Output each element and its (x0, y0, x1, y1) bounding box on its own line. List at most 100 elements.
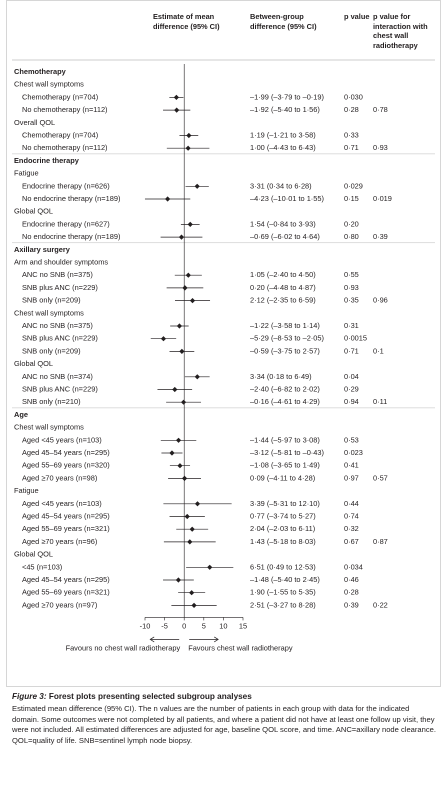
estimate-marker (194, 501, 201, 507)
p-value: 0·28 (344, 105, 359, 114)
row-label: No chemotherapy (n=112) (22, 143, 108, 152)
estimate-marker (174, 107, 180, 113)
row-label: Aged 45–54 years (n=295) (22, 575, 110, 584)
p-value: 0·67 (344, 537, 359, 546)
row-label: SNB only (n=209) (22, 346, 81, 355)
row-label: Aged <45 years (n=103) (22, 435, 102, 444)
estimate-marker (189, 298, 196, 304)
difference: –0·16 (–4·61 to 4·29) (250, 397, 320, 406)
estimate-marker (194, 183, 200, 189)
row-label: No endocrine therapy (n=189) (22, 194, 120, 203)
row-label: SNB only (n=209) (22, 296, 81, 305)
section-title: Chemotherapy (14, 67, 67, 76)
row-label: ANC no SNB (n=375) (22, 321, 93, 330)
row-label: SNB only (n=210) (22, 397, 81, 406)
difference: –4·23 (–10·01 to 1·55) (250, 194, 324, 203)
row-label: Aged 45–54 years (n=295) (22, 511, 110, 520)
p-interaction: 0·39 (373, 232, 388, 241)
x-tick-label: 5 (202, 621, 206, 630)
row-label: Aged ≥70 years (n=97) (22, 600, 97, 609)
estimate-marker (182, 285, 188, 291)
p-interaction: 0·019 (373, 194, 392, 203)
p-value: 0·32 (344, 524, 359, 533)
estimate-marker (191, 602, 197, 608)
section-title: Axillary surgery (14, 245, 71, 254)
p-interaction: 0·57 (373, 473, 388, 482)
estimate-marker (179, 348, 185, 354)
p-value: 0·74 (344, 511, 359, 520)
difference: 0·20 (–4·48 to 4·87) (250, 283, 316, 292)
p-value: 0·80 (344, 232, 359, 241)
p-value: 0·29 (344, 384, 359, 393)
row-label: SNB plus ANC (n=229) (22, 334, 98, 343)
difference: 3·39 (–5·31 to 12·10) (250, 499, 320, 508)
column-header: p value (344, 12, 370, 21)
estimate-marker (165, 196, 171, 202)
difference: 6·51 (0·49 to 12·53) (250, 562, 316, 571)
p-value: 0·0015 (344, 334, 367, 343)
estimate-marker (194, 374, 200, 380)
x-tick-label: 0 (182, 621, 186, 630)
section-title: Endocrine therapy (14, 156, 80, 165)
column-header: Estimate of mean difference (95% CI) (153, 12, 220, 31)
difference: –1·22 (–3·58 to 1·14) (250, 321, 320, 330)
group-title: Fatigue (14, 169, 39, 178)
difference: 3·31 (0·34 to 6·28) (250, 181, 312, 190)
row-label: Chemotherapy (n=704) (22, 130, 98, 139)
estimate-marker (187, 221, 193, 227)
p-value: 0·034 (344, 562, 363, 571)
column-header: Between-group difference (95% CI) (250, 12, 317, 31)
estimate-marker (185, 272, 191, 278)
estimate-marker (189, 526, 195, 532)
p-value: 0·41 (344, 461, 359, 470)
group-title: Global QOL (14, 359, 53, 368)
arrow-left (149, 636, 180, 643)
difference: –1·99 (–3·79 to –0·19) (250, 92, 324, 101)
p-value: 0·029 (344, 181, 363, 190)
estimate-marker (178, 234, 185, 240)
difference: 0·09 (–4·11 to 4·28) (250, 473, 315, 482)
difference: 2·04 (–2·03 to 6·11) (250, 524, 315, 533)
figure-title: Forest plots presenting selected subgrou… (48, 692, 252, 701)
p-value: 0·28 (344, 588, 359, 597)
row-label: Aged 45–54 years (n=295) (22, 448, 110, 457)
favours-right: Favours chest wall radiotherapy (188, 643, 293, 652)
row-label: Aged 55–69 years (n=321) (22, 524, 110, 533)
difference: 1·90 (–1·55 to 5·35) (250, 588, 316, 597)
difference: 1·19 (–1·21 to 3·58) (250, 130, 316, 139)
group-title: Global QOL (14, 207, 53, 216)
p-value: 0·030 (344, 92, 363, 101)
group-title: Fatigue (14, 486, 39, 495)
difference: –3·12 (–5·81 to –0·43) (250, 448, 324, 457)
p-value: 0·20 (344, 219, 359, 228)
p-value: 0·53 (344, 435, 359, 444)
difference: –1·08 (–3·65 to 1·49) (250, 461, 320, 470)
favours-left: Favours no chest wall radiotherapy (66, 643, 181, 652)
row-label: Aged ≥70 years (n=98) (22, 473, 97, 482)
p-value: 0·33 (344, 130, 359, 139)
estimate-marker (181, 475, 188, 481)
estimate-marker (175, 437, 182, 443)
group-title: Global QOL (14, 550, 53, 559)
p-interaction: 0·22 (373, 600, 388, 609)
frame (6, 0, 441, 687)
row-label: SNB plus ANC (n=229) (22, 384, 98, 393)
difference: 3·34 (0·18 to 6·49) (250, 372, 312, 381)
row-label: No endocrine therapy (n=189) (22, 232, 120, 241)
row-label: ANC no SNB (n=375) (22, 270, 93, 279)
difference: 1·05 (–2·40 to 4·50) (250, 270, 316, 279)
p-value: 0·31 (344, 321, 359, 330)
row-label: Endocrine therapy (n=627) (22, 219, 110, 228)
group-title: Chest wall symptoms (14, 308, 84, 317)
p-interaction: 0·87 (373, 537, 388, 546)
difference: 1·43 (–5·18 to 8·03) (250, 537, 316, 546)
caption: Figure 3: Forest plots presenting select… (12, 692, 437, 746)
x-tick-label: 10 (219, 621, 227, 630)
arrow-right (189, 636, 219, 643)
p-value: 0·44 (344, 499, 359, 508)
group-title: Overall QOL (14, 118, 55, 127)
p-interaction: 0·78 (373, 105, 388, 114)
estimate-marker (169, 450, 175, 456)
p-value: 0·39 (344, 600, 359, 609)
